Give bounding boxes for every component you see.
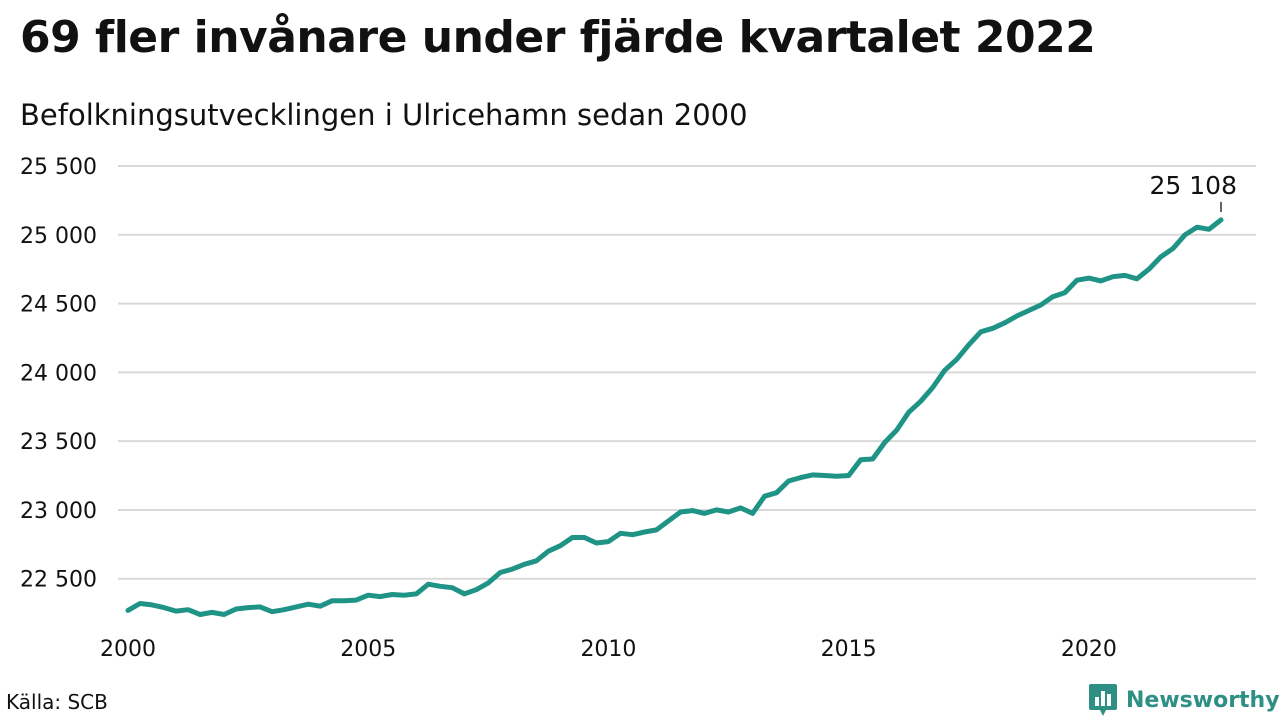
gridlines (118, 165, 1256, 580)
line-chart: 22 500 23 000 23 500 24 000 24 500 25 000 25 5… (20, 155, 1256, 662)
y-axis-tick-labels: 22 500 23 000 23 500 24 000 24 500 25 000 25 5… (20, 155, 97, 593)
y-tick-label: 22 500 (20, 568, 97, 593)
source-note: Källa: SCB (6, 690, 108, 714)
chart-title: 69 fler invånare under fjärde kvartalet … (20, 12, 1096, 63)
chart-subtitle: Befolkningsutvecklingen i Ulricehamn sed… (20, 98, 748, 132)
x-tick-label: 2000 (100, 637, 156, 662)
y-tick-label: 25 000 (20, 224, 97, 249)
series-layer (125, 217, 1224, 617)
brand-name: Newsworthy (1126, 687, 1280, 713)
x-tick-label: 2015 (821, 637, 877, 662)
y-tick-label: 25 500 (20, 155, 97, 180)
x-axis-tick-labels: 2000 2005 2010 2015 2020 (100, 637, 1117, 662)
x-tick-label: 2005 (340, 637, 396, 662)
last-value-label: 25 108 (1150, 171, 1237, 200)
brand-logo: Newsworthy (1088, 682, 1280, 718)
series-line (125, 217, 1224, 617)
x-tick-label: 2010 (580, 637, 636, 662)
bar-chart-icon (1089, 684, 1117, 716)
y-tick-label: 23 500 (20, 430, 97, 455)
y-tick-label: 24 000 (20, 361, 97, 386)
y-tick-label: 24 500 (20, 293, 97, 318)
y-tick-label: 23 000 (20, 499, 97, 524)
annotation-layer: 25 108 (1150, 171, 1237, 212)
x-tick-label: 2020 (1061, 637, 1117, 662)
